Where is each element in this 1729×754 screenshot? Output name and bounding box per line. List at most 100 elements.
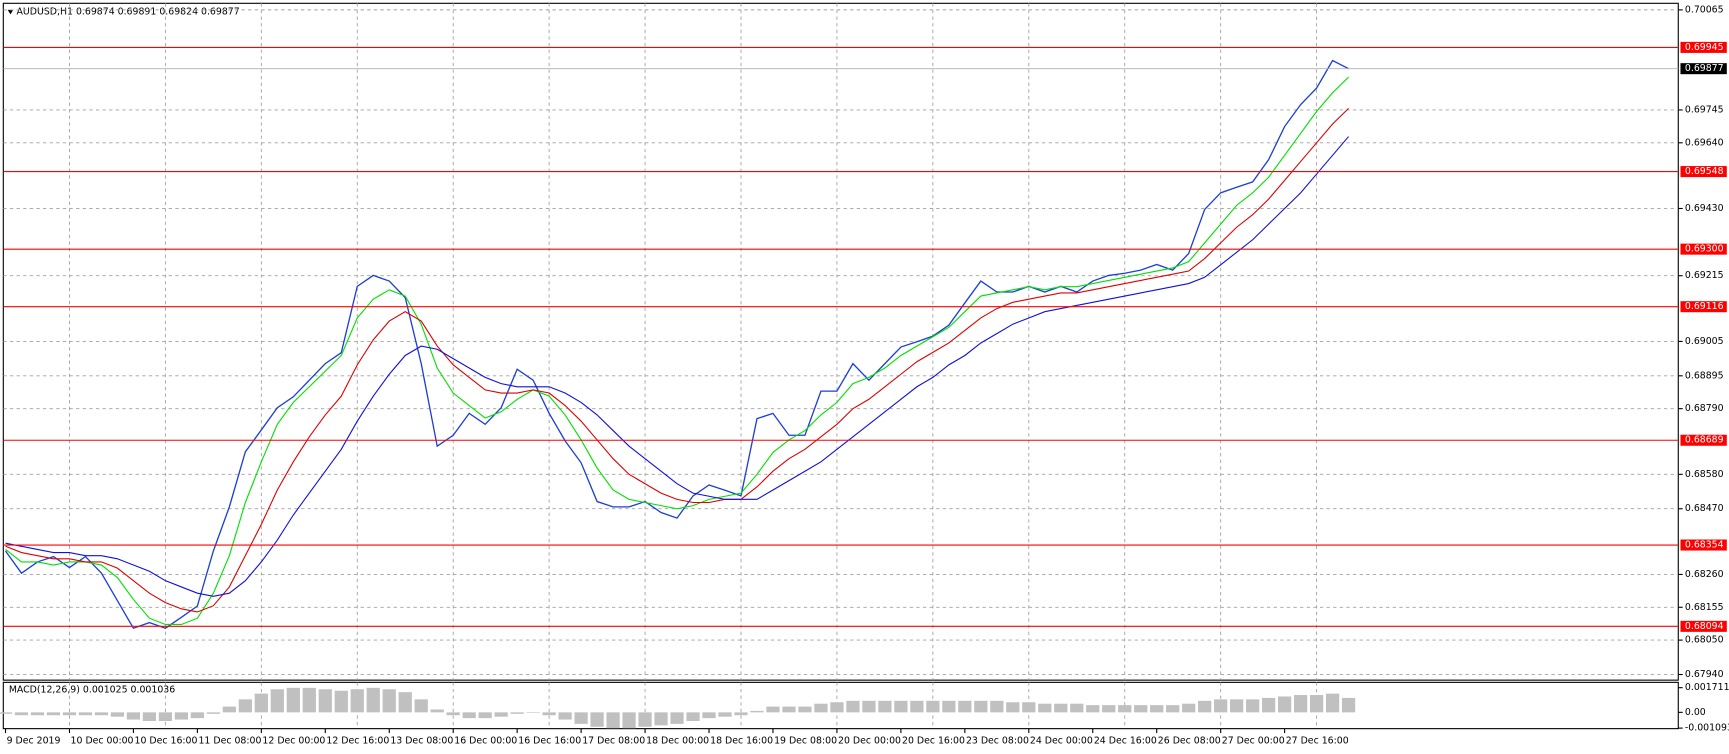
macd-bar <box>62 712 77 716</box>
macd-bar <box>302 687 316 713</box>
macd-bar <box>1054 703 1068 713</box>
moving-average <box>5 76 1349 626</box>
macd-bar <box>318 689 332 713</box>
y-tick-label: 0.69005 <box>1685 336 1724 347</box>
macd-bar <box>558 712 572 720</box>
macd-bar <box>750 710 764 713</box>
macd-bar <box>942 700 956 713</box>
macd-bar <box>190 712 204 719</box>
macd-bar <box>286 687 300 713</box>
macd-bar <box>926 700 940 713</box>
macd-bar <box>606 712 620 729</box>
y-tick-label: 0.67940 <box>1685 669 1724 680</box>
macd-bar <box>238 699 252 713</box>
macd-bar <box>958 700 972 713</box>
y-tick-label: 0.68470 <box>1685 503 1724 514</box>
x-tick-label: 13 Dec 08:00 <box>390 735 453 746</box>
level-tag <box>1680 243 1727 255</box>
y-tick-label: 0.68260 <box>1685 569 1724 580</box>
y-tick-label: 0.70065 <box>1685 4 1724 15</box>
y-tick-label: 0.68790 <box>1685 403 1724 414</box>
x-tick-label: 12 Dec 00:00 <box>262 735 325 746</box>
macd-bar <box>206 712 220 714</box>
macd-bar <box>1293 695 1308 713</box>
last-price-tag <box>1680 63 1727 75</box>
macd-bar <box>734 712 748 716</box>
x-tick-label: 19 Dec 08:00 <box>774 735 837 746</box>
x-tick-label: 11 Dec 08:00 <box>198 735 261 746</box>
macd-bar <box>1134 705 1148 713</box>
level-tag <box>1680 301 1727 313</box>
macd-bar <box>766 706 780 713</box>
x-tick-label: 27 Dec 16:00 <box>1286 735 1349 746</box>
macd-bar <box>1325 693 1340 713</box>
macd-bar <box>782 706 796 713</box>
x-tick-label: 24 Dec 16:00 <box>1094 735 1157 746</box>
macd-bar <box>542 712 556 716</box>
y-tick-label: 0.68050 <box>1685 635 1724 646</box>
macd-bar <box>830 702 844 713</box>
level-label: 0.69945 <box>1685 42 1724 53</box>
menu-triangle[interactable] <box>7 9 14 15</box>
macd-bar <box>1038 703 1052 713</box>
level-label: 0.69116 <box>1685 301 1724 312</box>
macd-bar <box>382 689 396 713</box>
macd-bar <box>510 712 524 714</box>
x-tick-label: 10 Dec 00:00 <box>71 735 134 746</box>
x-tick-label: 23 Dec 08:00 <box>966 735 1029 746</box>
macd-bar <box>462 712 476 719</box>
x-tick-label: 16 Dec 00:00 <box>454 735 517 746</box>
macd-bar <box>30 712 45 716</box>
macd-bar <box>894 700 908 713</box>
level-label: 0.68094 <box>1685 621 1724 632</box>
macd-bar <box>414 699 428 713</box>
macd-bar <box>94 712 109 716</box>
macd-bar <box>1309 695 1324 713</box>
x-tick-label: 10 Dec 16:00 <box>135 735 198 746</box>
y-tick-label: 0.68895 <box>1685 370 1724 381</box>
x-tick-label: 12 Dec 16:00 <box>326 735 389 746</box>
x-tick-label: 9 Dec 2019 <box>7 735 61 746</box>
macd-bar <box>526 712 540 713</box>
last-price-label: 0.69877 <box>1685 63 1724 74</box>
macd-bar <box>1150 705 1164 713</box>
x-tick-label: 26 Dec 08:00 <box>1158 735 1221 746</box>
x-tick-label: 18 Dec 00:00 <box>646 735 709 746</box>
y-tick-label: 0.69745 <box>1685 104 1724 115</box>
macd-bar <box>1022 702 1036 713</box>
x-tick-label: 16 Dec 16:00 <box>518 735 581 746</box>
macd-bar <box>638 712 652 727</box>
y-tick-label: 0.68580 <box>1685 469 1724 480</box>
macd-bar <box>254 693 268 713</box>
level-label: 0.68354 <box>1685 540 1724 551</box>
chart-title: AUDUSD,H1 0.69874 0.69891 0.69824 0.6987… <box>17 7 240 18</box>
macd-bar <box>590 712 604 727</box>
macd-y-tick-label: 0.001711 <box>1685 682 1729 693</box>
macd-bar <box>126 712 141 720</box>
macd-title: MACD(12,26,9) 0.001025 0.001036 <box>9 685 175 696</box>
level-tag <box>1680 620 1727 632</box>
level-tag <box>1680 434 1727 446</box>
macd-bar <box>1214 699 1228 713</box>
macd-bar <box>46 712 61 716</box>
macd-bar <box>622 712 636 729</box>
macd-bar <box>1102 705 1116 713</box>
macd-bar <box>398 692 412 713</box>
macd-bar <box>878 700 892 713</box>
macd-bar <box>1278 696 1292 713</box>
macd-bar <box>0 712 13 714</box>
macd-bar <box>366 687 380 713</box>
macd-bar <box>1262 697 1276 713</box>
y-tick-label: 0.68155 <box>1685 602 1724 613</box>
level-label: 0.69300 <box>1685 244 1724 255</box>
macd-bar <box>1246 699 1260 713</box>
macd-bar <box>1341 697 1356 713</box>
macd-bar <box>654 712 668 726</box>
macd-bar <box>670 712 684 724</box>
level-tag <box>1680 41 1727 53</box>
macd-bar <box>350 689 364 713</box>
moving-average <box>5 136 1349 597</box>
macd-bar <box>270 689 284 713</box>
